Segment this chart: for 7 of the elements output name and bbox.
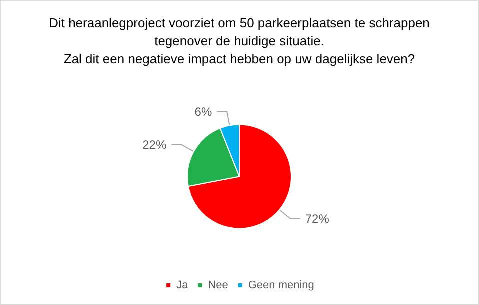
chart-title: Dit heraanlegproject voorziet om 50 parkeerplaatsen te schrappen tegenover de huidige situatie. Zal dit een negatieve impact hebben op uw dagelijkse leven?	[49, 16, 430, 66]
legend-label: Geen mening	[248, 280, 314, 292]
data-label: 22%	[142, 138, 167, 152]
data-label: 72%	[305, 212, 330, 226]
legend-label: Nee	[208, 280, 228, 292]
data-label: 6%	[194, 104, 212, 119]
legend-label: Ja	[176, 280, 190, 292]
